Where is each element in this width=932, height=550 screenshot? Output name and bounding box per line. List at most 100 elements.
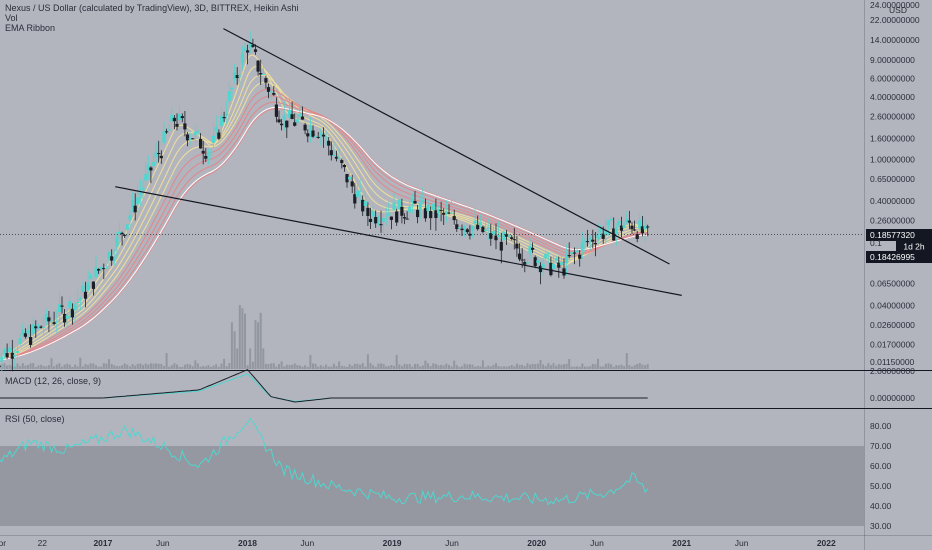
volume-bar <box>497 365 500 369</box>
candle-body <box>345 174 349 183</box>
trendlines[interactable] <box>115 28 682 296</box>
candle-body <box>494 235 498 241</box>
volume-bar <box>552 363 555 369</box>
candle-body <box>580 242 584 250</box>
candle-body <box>596 234 600 240</box>
candle-body <box>429 211 433 219</box>
volume-bar <box>176 364 178 369</box>
candle-body <box>627 220 631 223</box>
volume-bar <box>615 365 618 369</box>
candle-body <box>219 115 224 126</box>
volume-bar <box>578 366 581 369</box>
volume-bar <box>155 363 158 369</box>
volume-bar <box>563 364 565 369</box>
volume-bar <box>471 364 474 369</box>
volume-bar <box>489 366 492 369</box>
date-tick-label: Jun <box>590 538 604 548</box>
vol-indicator-label[interactable]: Vol <box>5 13 18 23</box>
candle-body <box>491 231 495 235</box>
candle-body <box>434 210 438 218</box>
ema-value-label-bg <box>866 251 932 263</box>
macd-line <box>0 369 648 403</box>
candle-body <box>136 197 140 205</box>
candle-body <box>444 211 448 214</box>
candle-body <box>591 239 595 242</box>
volume-bar <box>463 363 466 369</box>
candle-body <box>442 212 446 215</box>
volume-bar <box>157 363 160 369</box>
candle-body <box>68 301 72 308</box>
candle-body <box>423 208 427 219</box>
macd-lines <box>0 369 648 403</box>
rsi-legend[interactable]: RSI (50, close) <box>5 414 65 424</box>
candle-body <box>400 206 404 216</box>
volume-bar <box>47 365 50 369</box>
volume-bar <box>565 363 568 369</box>
volume-bar <box>68 364 71 369</box>
symbol-title[interactable]: Nexus / US Dollar (calculated by Trading… <box>5 3 299 13</box>
candle-body <box>57 304 61 312</box>
volume-bar <box>105 363 108 369</box>
candle-body <box>206 152 210 156</box>
volume-bar <box>591 363 594 369</box>
volume-bar <box>270 363 273 369</box>
candle-body <box>567 255 571 257</box>
candles[interactable] <box>0 30 650 374</box>
price-tick-label: 0.02600000 <box>870 320 915 330</box>
macd-legend[interactable]: MACD (12, 26, close, 9) <box>5 376 102 386</box>
volume-bar <box>288 364 291 369</box>
date-tick-label: 2022 <box>817 538 836 548</box>
candle-body <box>447 212 451 214</box>
volume-bar <box>625 353 628 369</box>
volume-bar <box>160 363 163 369</box>
candle-body <box>439 209 443 211</box>
candle-body <box>646 226 650 228</box>
candle-body <box>282 114 286 120</box>
volume-bar <box>50 358 53 369</box>
price-tick-label: 0.26000000 <box>870 216 915 226</box>
price-axis[interactable]: USD 24.00000000 22.00000000 14.00000000 9.0… <box>870 0 920 531</box>
candle-body <box>8 347 12 353</box>
candle-body <box>159 155 163 159</box>
volume-bar <box>204 366 207 369</box>
volume-bar <box>338 361 341 369</box>
candle-body <box>633 229 637 231</box>
date-tick-label: 2018 <box>238 538 257 548</box>
date-tick-label: 22 <box>38 538 48 548</box>
volume-bar <box>369 363 372 369</box>
date-axis[interactable]: Apr 22 2017 Jun 2018 Jun 2019 Jun 2020 Jun 2021 Jun… <box>0 538 836 548</box>
volume-bar <box>123 363 126 369</box>
volume-bar <box>487 365 490 369</box>
candle-body <box>23 333 27 337</box>
candle-body <box>21 329 25 334</box>
volume-bar <box>340 365 343 369</box>
candle-body <box>78 298 82 301</box>
candle-body <box>421 200 425 202</box>
volume-bar <box>346 367 348 369</box>
ema-ribbon-indicator-label[interactable]: EMA Ribbon <box>5 23 56 33</box>
volume-bar <box>129 366 131 369</box>
candle-body <box>572 252 577 254</box>
volume-bar <box>502 366 505 369</box>
volume-bar <box>186 363 189 369</box>
volume-bar <box>97 366 100 369</box>
macd-pane[interactable] <box>0 371 864 408</box>
volume-bar <box>398 364 401 369</box>
price-tick-label: 2.60000000 <box>870 111 915 121</box>
candle-body <box>227 91 231 101</box>
candle-body <box>141 187 145 191</box>
countdown-label: 1d 2h <box>896 241 932 252</box>
main-pane[interactable] <box>0 0 864 370</box>
candle-body <box>583 240 587 242</box>
candle-body <box>361 199 365 212</box>
volume-bar <box>560 364 563 369</box>
candle-body <box>599 228 603 232</box>
volume-bar <box>414 363 416 369</box>
rsi-line <box>0 417 649 506</box>
candle-body <box>473 220 477 224</box>
candle-body <box>531 247 535 250</box>
volume-bar <box>610 364 613 369</box>
candle-body <box>253 49 258 52</box>
candle-body <box>91 281 95 289</box>
